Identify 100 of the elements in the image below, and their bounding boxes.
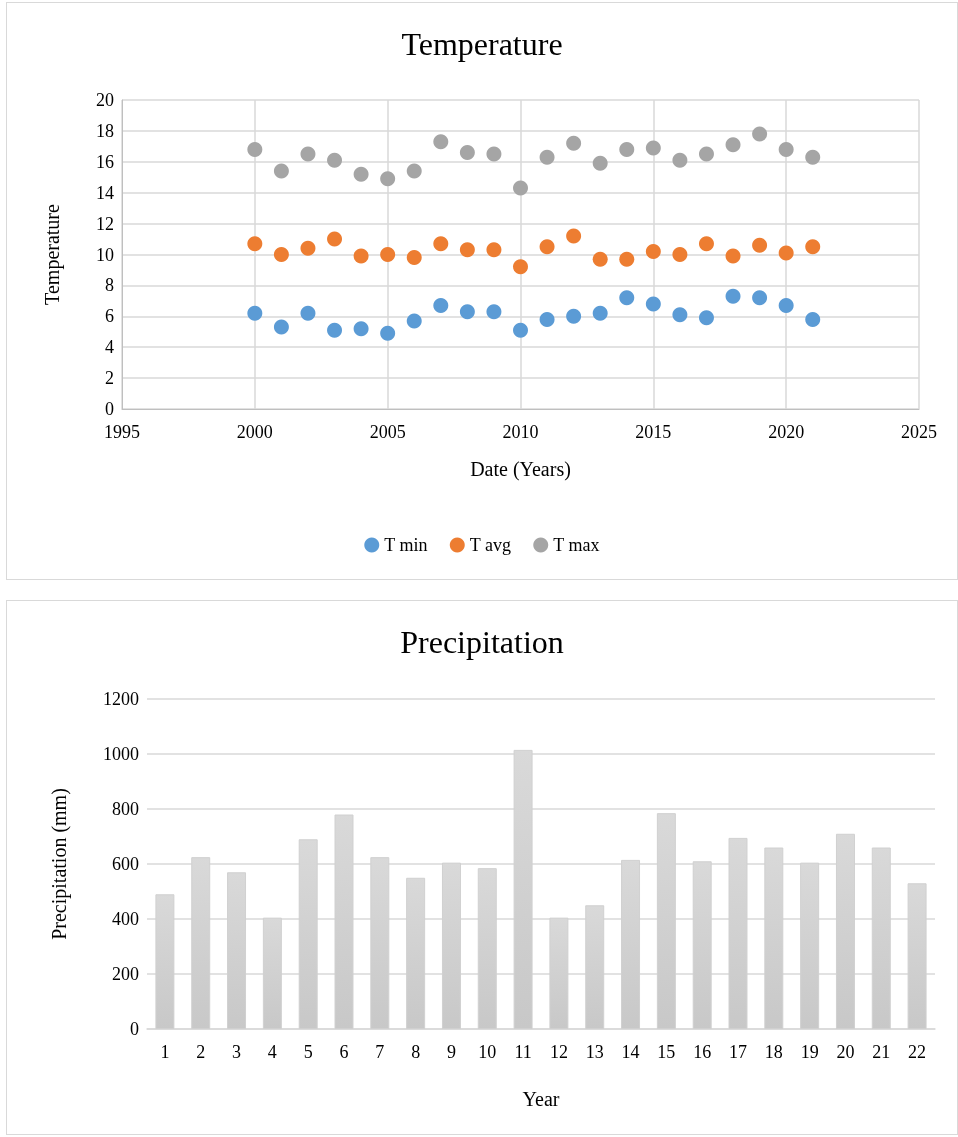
point (619, 251, 635, 267)
point (592, 251, 608, 267)
point (539, 311, 555, 327)
point (672, 307, 688, 323)
point (513, 180, 528, 196)
point (805, 239, 821, 255)
y-tick-label: 1200 (103, 689, 139, 709)
point (300, 146, 316, 162)
point (566, 135, 582, 151)
x-axis-title: Year (522, 1088, 560, 1110)
point (513, 259, 528, 275)
x-tick-label: 12 (549, 1042, 568, 1062)
y-tick-label: 200 (112, 964, 139, 984)
x-tick-label: 2025 (901, 422, 937, 442)
point (698, 236, 714, 252)
y-tick-label: 14 (96, 182, 114, 203)
x-tick-label: 16 (693, 1042, 712, 1062)
point (247, 305, 263, 321)
y-tick-label: 6 (105, 306, 114, 327)
x-axis-title: Date (Years) (470, 458, 571, 481)
point (353, 321, 369, 337)
legend-label: T min (384, 535, 428, 555)
point (353, 248, 369, 264)
point (327, 322, 343, 338)
point (513, 322, 528, 338)
chart-title: Temperature (401, 26, 563, 62)
point (645, 243, 661, 259)
point (672, 152, 688, 168)
x-tick-label: 10 (478, 1042, 497, 1062)
point (619, 141, 635, 157)
y-tick-label: 400 (112, 909, 139, 929)
x-tick-label: 5 (303, 1042, 313, 1062)
y-tick-label: 20 (96, 90, 114, 110)
x-tick-label: 2005 (369, 422, 406, 442)
point (539, 239, 555, 255)
y-tick-label: 10 (96, 244, 114, 265)
y-axis-title: Precipitation (mm) (48, 788, 71, 940)
point (459, 304, 475, 320)
x-tick-label: 14 (621, 1042, 640, 1062)
y-tick-label: 2 (105, 368, 114, 389)
point (566, 308, 582, 324)
x-tick-label: 3 (232, 1042, 242, 1062)
legend-label: T max (553, 535, 600, 555)
y-tick-label: 18 (96, 120, 114, 141)
point (778, 297, 794, 313)
point (433, 236, 449, 252)
point (619, 290, 635, 306)
x-tick-label: 7 (375, 1042, 385, 1062)
x-tick-label: 2020 (768, 422, 805, 442)
point (539, 149, 555, 165)
x-tick-label: 20 (836, 1042, 855, 1062)
point (698, 146, 714, 162)
y-axis-title: Temperature (41, 204, 64, 305)
point (406, 163, 422, 179)
point (406, 250, 422, 266)
point (247, 141, 263, 157)
x-tick-label: 8 (411, 1042, 421, 1062)
point (778, 141, 794, 157)
point (300, 305, 316, 321)
point (752, 126, 768, 142)
point (327, 231, 343, 247)
x-tick-label: 9 (446, 1042, 456, 1062)
point (672, 247, 688, 262)
point (486, 304, 502, 320)
point (805, 149, 821, 165)
x-tick-label: 2010 (502, 422, 539, 442)
x-tick-label: 4 (267, 1042, 277, 1062)
point (752, 237, 768, 253)
point (566, 228, 582, 244)
point (433, 297, 449, 313)
point (645, 140, 661, 156)
point (406, 313, 422, 329)
legend-label: T avg (469, 535, 511, 555)
point (778, 245, 794, 261)
x-tick-label: 18 (764, 1042, 783, 1062)
point (273, 247, 289, 262)
chart-title: Precipitation (400, 624, 564, 660)
x-tick-label: 15 (657, 1042, 676, 1062)
x-tick-label: 21 (872, 1042, 891, 1062)
point (459, 242, 475, 258)
point (805, 311, 821, 327)
x-tick-label: 11 (514, 1042, 532, 1062)
y-tick-label: 12 (96, 213, 114, 234)
y-tick-label: 4 (105, 337, 114, 358)
point (327, 152, 343, 168)
point (273, 319, 289, 335)
x-tick-label: 1 (160, 1042, 170, 1062)
point (725, 288, 741, 304)
x-tick-label: 6 (339, 1042, 349, 1062)
point (698, 310, 714, 326)
x-tick-label: 2015 (635, 422, 672, 442)
x-tick-label: 17 (729, 1042, 747, 1062)
y-tick-label: 16 (96, 151, 114, 172)
point (273, 163, 289, 179)
y-tick-label: 600 (112, 854, 139, 874)
point (752, 290, 768, 306)
point (592, 155, 608, 171)
point (486, 242, 502, 258)
point (725, 137, 741, 153)
y-tick-label: 800 (112, 799, 139, 819)
